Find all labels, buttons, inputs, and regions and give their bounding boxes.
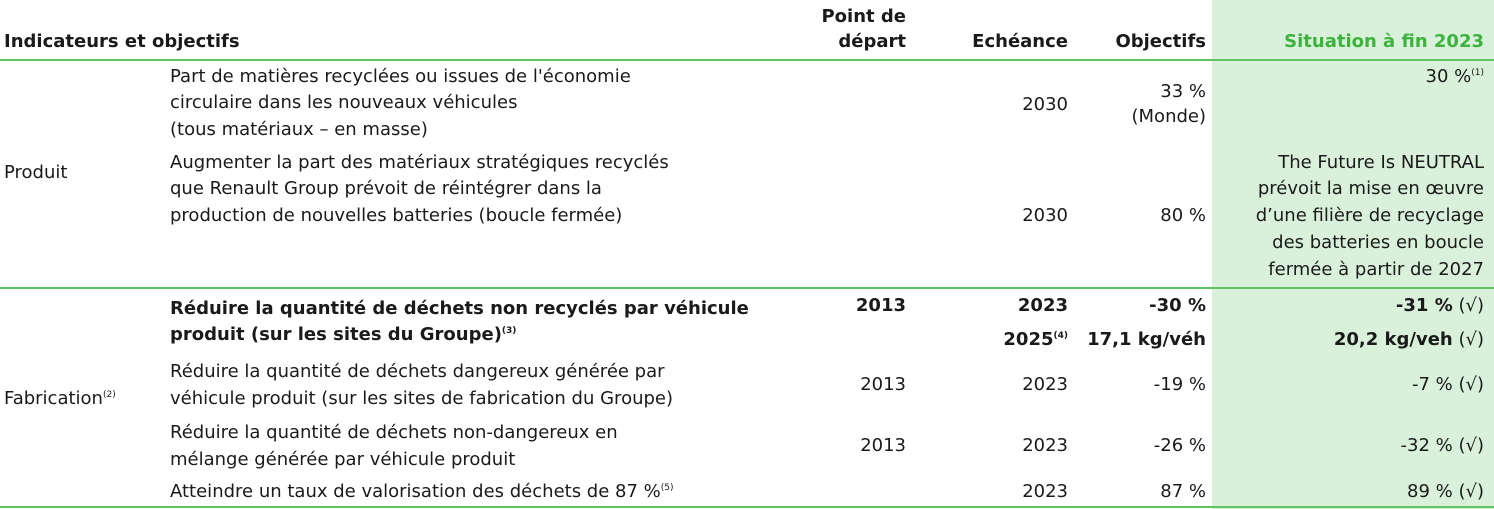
section-rule <box>0 287 1494 289</box>
fabrication-row3-target: -26 % <box>1153 435 1206 456</box>
header-situation: Situation à fin 2023 <box>1284 31 1484 52</box>
produit-row2-target: 80 % <box>1160 205 1206 226</box>
header-deadline: Echéance <box>972 31 1068 52</box>
fabrication-row4-deadline: 2023 <box>1022 481 1068 502</box>
fabrication-row1-target1: -30 % <box>1149 295 1206 316</box>
fabrication-row1-target2: 17,1 kg/véh <box>1087 329 1206 350</box>
fabrication-row2-start: 2013 <box>860 374 906 395</box>
fabrication-row1-deadline1: 2023 <box>1017 295 1068 316</box>
produit-row2-text-2: que Renault Group prévoit de réintégrer … <box>170 178 602 199</box>
fabrication-row1-text-1: Réduire la quantité de déchets non recyc… <box>170 298 749 319</box>
fabrication-row4-text: Atteindre un taux de valorisation des dé… <box>170 481 674 502</box>
fabrication-row1-start: 2013 <box>855 295 906 316</box>
fabrication-row2-deadline: 2023 <box>1022 374 1068 395</box>
fabrication-row3-text-2: mélange générée par véhicule produit <box>170 449 516 470</box>
fabrication-row3-situation: -32 % (√) <box>1400 435 1484 456</box>
fabrication-row1-text-2: produit (sur les sites du Groupe)(3) <box>170 324 517 345</box>
produit-row2-situation-2: prévoit la mise en œuvre <box>1257 178 1484 199</box>
produit-row2-text-3: production de nouvelles batteries (boucl… <box>170 205 623 226</box>
produit-row2-deadline: 2030 <box>1022 205 1068 226</box>
fabrication-row4-target: 87 % <box>1160 481 1206 502</box>
produit-row2-text-1: Augmenter la part des matériaux stratégi… <box>170 152 669 173</box>
produit-row1-text-1: Part de matières recyclées ou issues de … <box>170 66 631 87</box>
produit-row1-text-2: circulaire dans les nouveaux véhicules <box>170 92 518 113</box>
produit-row1-target-2: (Monde) <box>1131 106 1207 127</box>
produit-row1-target-1: 33 % <box>1160 81 1206 102</box>
produit-row2-situation-4: des batteries en boucle <box>1272 232 1484 253</box>
fabrication-row3-start: 2013 <box>860 435 906 456</box>
header-targets: Objectifs <box>1115 31 1206 52</box>
header-rule <box>0 59 1494 61</box>
produit-row2-situation-5: fermée à partir de 2027 <box>1268 259 1484 280</box>
situation-column-highlight <box>1212 0 1494 509</box>
fabrication-row2-target: -19 % <box>1153 374 1206 395</box>
fabrication-row1-situation2: 20,2 kg/veh (√) <box>1333 329 1484 350</box>
bottom-rule <box>0 506 1494 508</box>
produit-row1-situation: 30 %(1) <box>1425 66 1484 87</box>
produit-row1-text-3: (tous matériaux – en masse) <box>170 119 428 140</box>
header-start-line1: Point de <box>821 6 906 27</box>
header-indicators: Indicateurs et objectifs <box>4 31 240 52</box>
produit-row1-deadline: 2030 <box>1022 94 1068 115</box>
header-start-line2: départ <box>838 31 906 52</box>
fabrication-row2-text-2: véhicule produit (sur les sites de fabri… <box>170 388 674 409</box>
fabrication-row1-situation1: -31 % (√) <box>1395 295 1484 316</box>
fabrication-row3-deadline: 2023 <box>1022 435 1068 456</box>
produit-row2-situation-1: The Future Is NEUTRAL <box>1278 152 1484 173</box>
produit-row2-situation-3: d’une filière de recyclage <box>1255 205 1484 226</box>
category-produit: Produit <box>4 162 68 183</box>
fabrication-row2-text-1: Réduire la quantité de déchets dangereux… <box>170 361 665 382</box>
fabrication-row3-text-1: Réduire la quantité de déchets non-dange… <box>170 422 618 443</box>
fabrication-row1-deadline2: 2025(4) <box>1003 329 1068 350</box>
fabrication-row4-situation: 89 % (√) <box>1407 481 1484 502</box>
fabrication-row2-situation: -7 % (√) <box>1411 374 1484 395</box>
category-fabrication: Fabrication(2) <box>4 388 116 409</box>
